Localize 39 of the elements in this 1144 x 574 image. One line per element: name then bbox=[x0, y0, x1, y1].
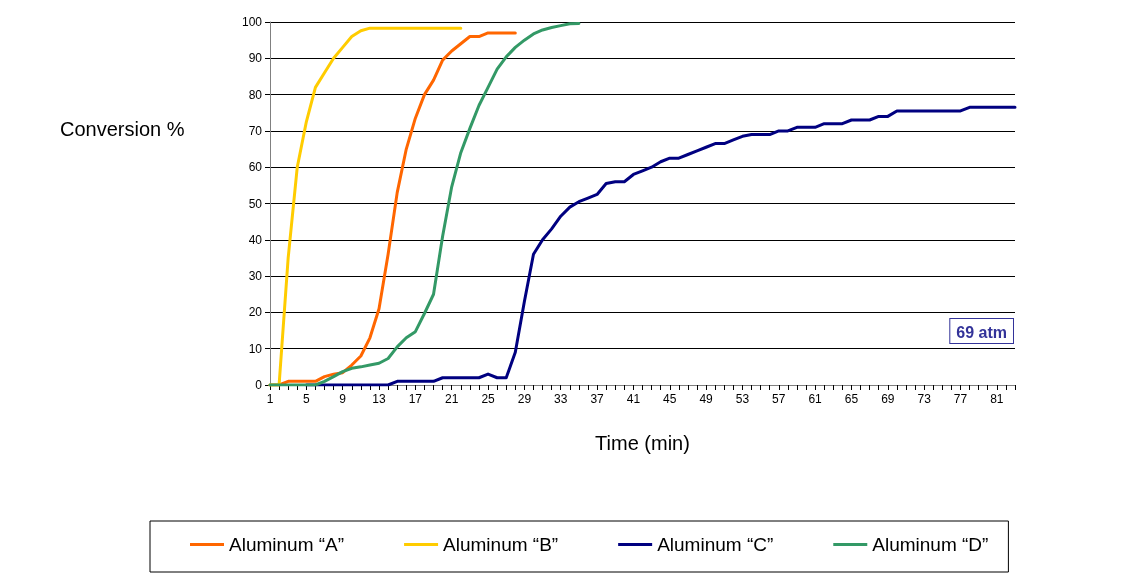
legend-label: Aluminum “D” bbox=[872, 534, 989, 555]
y-tick-label: 40 bbox=[248, 232, 263, 247]
y-tick-label: 70 bbox=[248, 123, 263, 138]
x-tick-label: 73 bbox=[917, 392, 932, 406]
x-axis-title: Time (min) bbox=[595, 432, 690, 454]
x-tick-label: 53 bbox=[735, 392, 750, 406]
x-tick-label: 29 bbox=[517, 392, 532, 406]
x-tick-label: 21 bbox=[445, 392, 459, 406]
legend-label: Aluminum “C” bbox=[657, 534, 774, 555]
y-tick-label: 60 bbox=[248, 160, 263, 175]
y-tick-label: 100 bbox=[241, 15, 263, 29]
x-tick-label: 61 bbox=[808, 392, 823, 406]
x-tick-label: 1 bbox=[266, 392, 274, 406]
x-tick-label: 41 bbox=[626, 392, 641, 406]
y-tick-label: 90 bbox=[248, 51, 263, 66]
x-tick-label: 33 bbox=[554, 392, 568, 406]
x-tick-label: 13 bbox=[372, 392, 387, 406]
x-tick-label: 9 bbox=[339, 392, 347, 406]
legend-label: Aluminum “B” bbox=[443, 534, 559, 555]
x-tick-label: 69 bbox=[881, 392, 895, 406]
x-tick-label: 5 bbox=[303, 392, 310, 406]
x-tick-label: 25 bbox=[481, 392, 496, 406]
y-axis-title: Conversion % bbox=[60, 118, 185, 140]
y-tick-label: 20 bbox=[248, 305, 263, 320]
x-tick-label: 49 bbox=[699, 392, 714, 406]
y-tick-label: 0 bbox=[255, 378, 263, 392]
x-tick-label: 45 bbox=[663, 392, 677, 406]
y-tick-label: 50 bbox=[248, 196, 263, 211]
y-tick-label: 80 bbox=[248, 87, 263, 102]
annotation: 69 atm bbox=[956, 323, 1008, 341]
legend-label: Aluminum “A” bbox=[229, 534, 345, 555]
y-tick-label: 10 bbox=[248, 341, 263, 356]
x-tick-label: 17 bbox=[408, 392, 423, 406]
x-tick-label: 81 bbox=[990, 392, 1004, 406]
x-tick-label: 77 bbox=[953, 392, 968, 406]
x-tick-label: 37 bbox=[590, 392, 605, 406]
y-tick-label: 30 bbox=[248, 269, 263, 284]
x-tick-label: 65 bbox=[844, 392, 859, 406]
x-tick-label: 57 bbox=[772, 392, 786, 406]
